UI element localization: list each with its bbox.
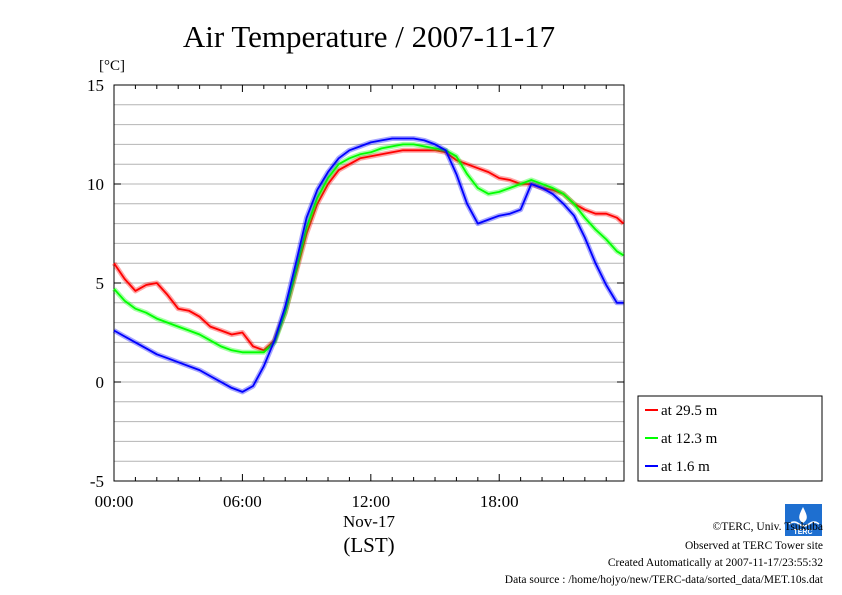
axis-ticks bbox=[114, 84, 624, 482]
legend: at 29.5 m at 12.3 m at 1.6 m bbox=[637, 395, 823, 482]
created-timestamp-text: Created Automatically at 2007-11-17/23:5… bbox=[608, 557, 823, 569]
series-halo bbox=[112, 136, 624, 395]
series-at-12-3-m bbox=[112, 141, 625, 355]
series-line bbox=[113, 137, 624, 393]
x-axis-timezone-label: (LST) bbox=[343, 533, 394, 557]
series-at-1-6-m bbox=[112, 136, 624, 395]
y-tick-labels: 15 10 5 0 -5 bbox=[87, 76, 104, 491]
series-halo bbox=[112, 141, 625, 355]
y-axis-unit-label: [°C] bbox=[99, 58, 125, 74]
x-tick-labels: 00:00 06:00 12:00 18:00 bbox=[95, 492, 519, 511]
observed-site-text: Observed at TERC Tower site bbox=[685, 540, 823, 552]
y-tick-label: 0 bbox=[96, 373, 105, 392]
x-tick-label: 12:00 bbox=[351, 492, 390, 511]
series-at-29-5-m bbox=[111, 147, 626, 353]
legend-label: at 12.3 m bbox=[661, 431, 718, 447]
grid-lines bbox=[114, 104, 624, 462]
legend-label: at 1.6 m bbox=[661, 459, 710, 475]
chart-title: Air Temperature / 2007-11-17 bbox=[183, 19, 555, 54]
legend-label: at 29.5 m bbox=[661, 403, 718, 419]
series-line bbox=[113, 149, 625, 352]
y-tick-label: 15 bbox=[87, 76, 104, 95]
x-axis-date-label: Nov-17 bbox=[343, 512, 395, 531]
copyright-text: ©TERC, Univ. Tsukuba bbox=[713, 521, 823, 533]
y-tick-label: 5 bbox=[96, 274, 105, 293]
legend-box bbox=[637, 395, 823, 482]
terc-logo: TERC bbox=[785, 504, 822, 536]
x-tick-label: 00:00 bbox=[95, 492, 134, 511]
y-tick-label: 10 bbox=[87, 175, 104, 194]
droplet-icon bbox=[799, 507, 807, 523]
series-lines bbox=[111, 136, 626, 395]
wave-icon bbox=[788, 521, 820, 527]
series-line bbox=[113, 143, 624, 354]
series-halo bbox=[111, 147, 626, 353]
y-tick-label: -5 bbox=[90, 472, 104, 491]
x-tick-label: 06:00 bbox=[223, 492, 262, 511]
legend-items: at 29.5 m at 12.3 m at 1.6 m bbox=[645, 403, 718, 475]
x-tick-label: 18:00 bbox=[480, 492, 519, 511]
logo-text: TERC bbox=[793, 529, 812, 536]
data-source-text: Data source : /home/hojyo/new/TERC-data/… bbox=[505, 574, 824, 586]
